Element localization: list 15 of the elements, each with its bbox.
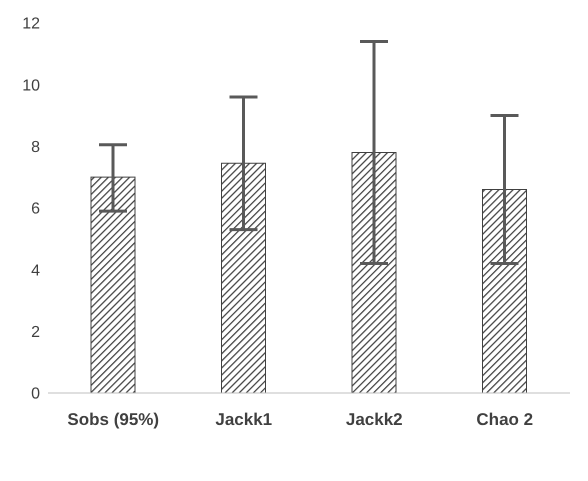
y-tick-label: 6 [31, 200, 40, 218]
bar [90, 176, 136, 393]
x-tick-label: Jackk2 [346, 410, 403, 430]
bar [482, 189, 527, 393]
y-tick-label: 4 [31, 262, 40, 280]
y-tick-label: 12 [22, 16, 40, 33]
y-tick-label: 0 [31, 386, 40, 403]
y-tick-label: 10 [22, 77, 40, 94]
bar [352, 152, 396, 393]
x-tick-label: Chao 2 [476, 410, 534, 430]
x-tick-label: Jackk1 [215, 410, 272, 430]
x-tick-label: Sobs (95%) [67, 410, 160, 430]
bar [221, 162, 266, 393]
y-tick-label: 2 [31, 324, 40, 342]
y-tick-label: 8 [31, 139, 40, 156]
